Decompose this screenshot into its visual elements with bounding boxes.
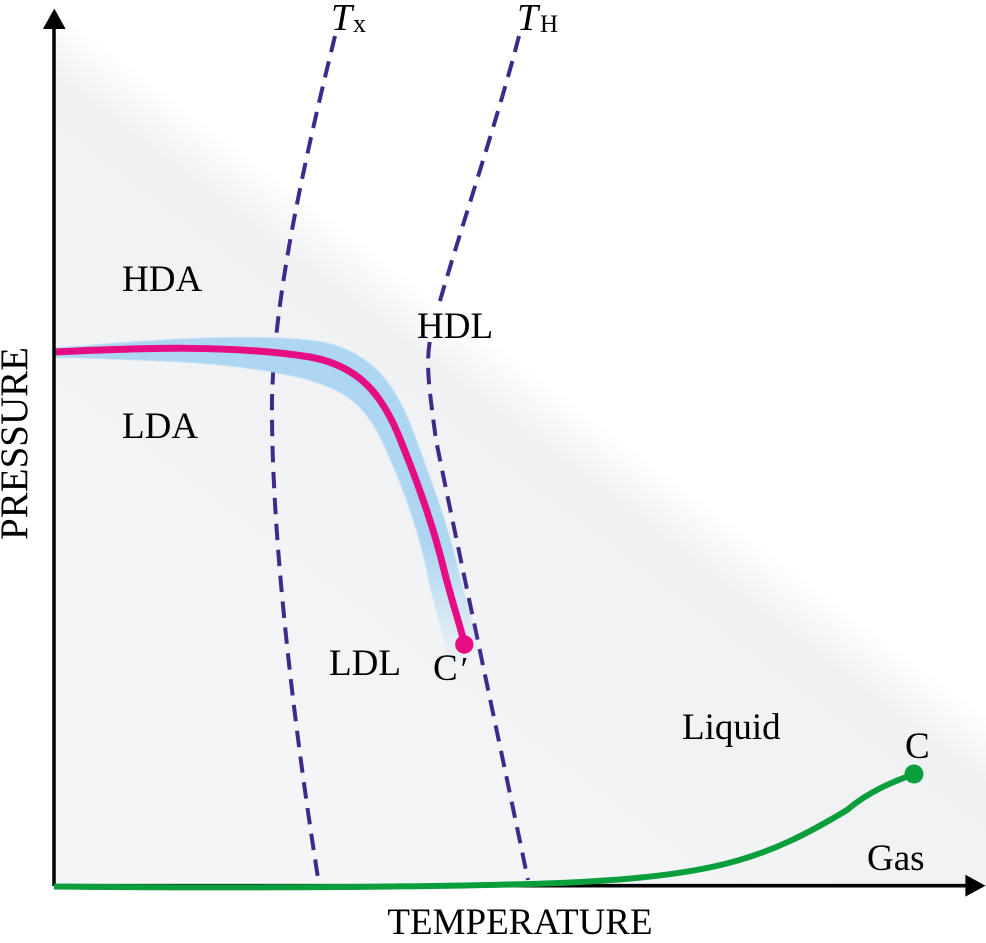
svg-text:C′: C′ xyxy=(433,648,468,689)
svg-text:x: x xyxy=(353,9,366,38)
svg-text:T: T xyxy=(517,0,541,39)
svg-text:TEMPERATURE: TEMPERATURE xyxy=(387,902,652,943)
svg-text:HDA: HDA xyxy=(122,259,202,300)
svg-text:HDL: HDL xyxy=(417,306,493,347)
svg-text:LDL: LDL xyxy=(329,643,401,684)
svg-text:Liquid: Liquid xyxy=(682,707,781,748)
svg-text:C: C xyxy=(905,726,930,767)
svg-text:T: T xyxy=(331,0,355,39)
svg-text:LDA: LDA xyxy=(122,406,198,447)
svg-text:H: H xyxy=(540,11,558,38)
svg-text:PRESSURE: PRESSURE xyxy=(0,347,36,540)
svg-text:Gas: Gas xyxy=(867,838,925,879)
